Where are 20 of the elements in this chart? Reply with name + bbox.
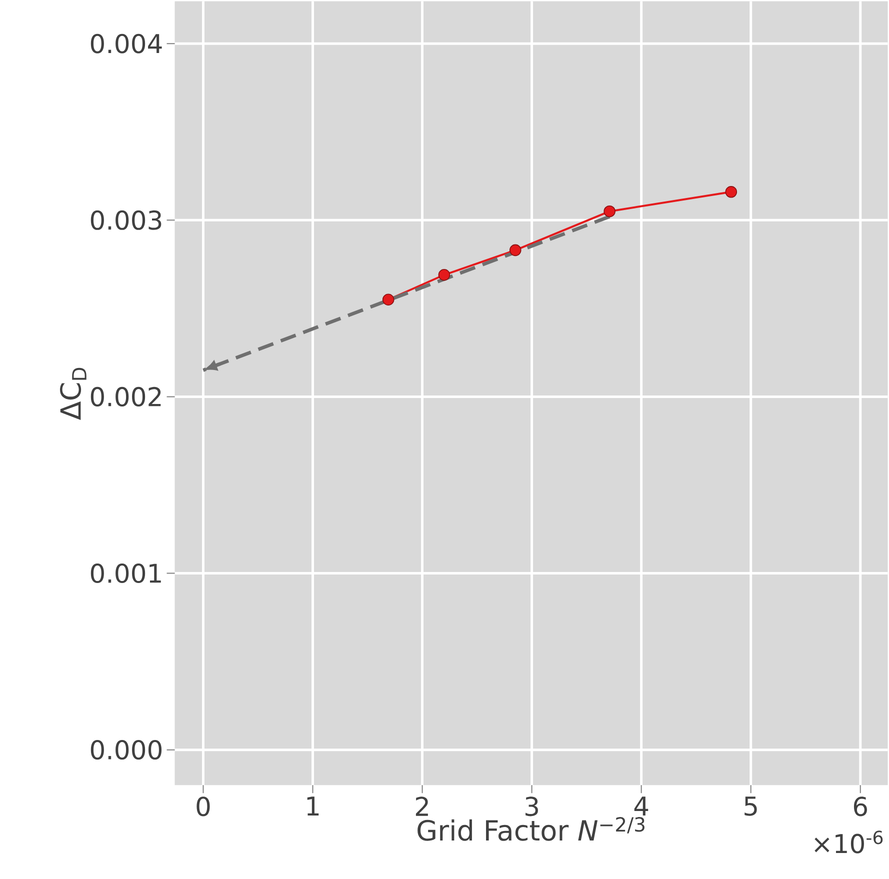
x-tick-label: 2 [416,796,428,816]
point [438,268,450,281]
point [382,294,394,306]
point [509,244,522,256]
y-tick-label: 0.004 [90,34,162,54]
point [725,186,738,198]
x-tick-label: 1 [307,796,319,816]
x-tick-label: 0 [196,796,210,816]
x-tick-label: 3 [526,796,538,816]
y-tick-label: 0.002 [90,386,161,406]
text: ×10$^{-6}$ [814,830,883,854]
y-axis-title: ΔC$_{D}$ [60,368,86,420]
x-axis-title: Grid Factor N$^{−2/3}$ [418,817,644,841]
y-tick-label: 0.003 [90,210,162,230]
y-tick-label: 0.000 [90,740,162,760]
y-tick-label: 0.001 [90,563,161,584]
x-tick-label: 4 [634,796,648,816]
x-tick-label: 6 [854,796,867,816]
point [604,205,616,218]
x-tick-label: 5 [744,796,757,816]
